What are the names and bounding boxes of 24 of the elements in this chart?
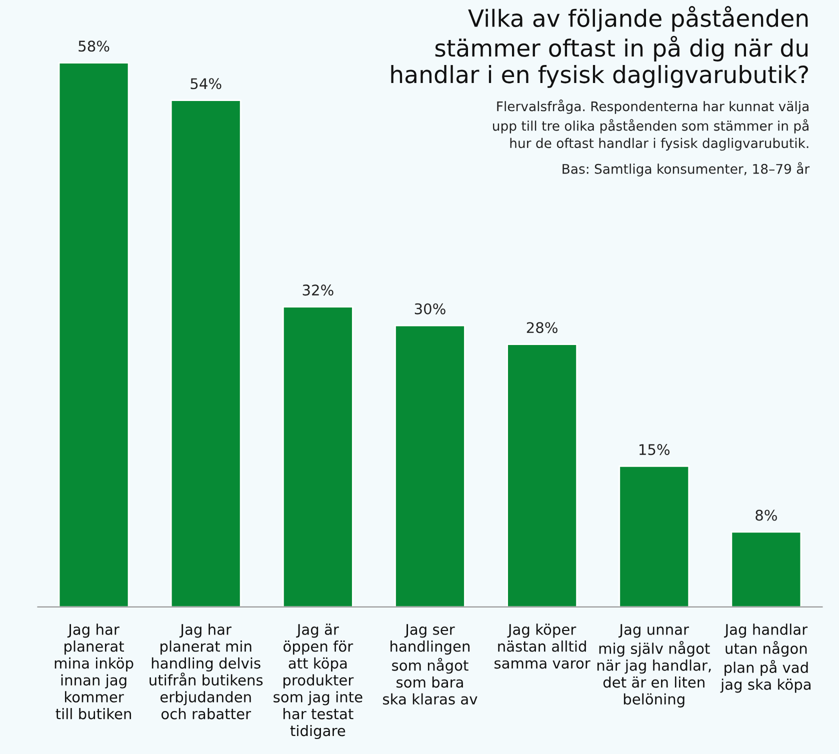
data-label: 32%	[302, 284, 334, 296]
bar	[58, 62, 130, 607]
data-label: 8%	[756, 510, 777, 521]
chart-title: Vilka av följande påståenden stämmer oftast in på dig när du handlar i en fysisk dagligvarubutik?	[391, 6, 808, 88]
bar	[170, 100, 242, 607]
bar	[394, 324, 466, 607]
text: Flervalsfråga. Respondenterna har kunnat välja upp till tre olika påståenden som stämmer in på hur de oftast handlar i fysisk dagligvarubutik.	[493, 100, 808, 151]
bar	[282, 306, 354, 607]
annotation: Bas: Samtliga konsumenter, 18–79 år	[562, 162, 810, 176]
x-tick-label: Jag har planerat mina inköp innan jag kommer till butiken	[54, 624, 134, 720]
data-label: 58%	[78, 40, 110, 52]
x-tick-label: Jag handlar utan någon plan på vad jag ska köpa	[720, 624, 810, 693]
x-tick-label: Jag köper nästan alltid samma varor	[494, 624, 590, 669]
bar	[730, 531, 802, 607]
x-tick-label: Jag är öppen för att köpa produkter som jag inte har testat tidigare	[274, 624, 362, 740]
data-label: 28%	[526, 322, 558, 334]
bar	[506, 344, 578, 607]
x-tick-label: Jag har planerat min handling delvis utifrån butikens erbjudanden och rabatter	[150, 624, 263, 720]
data-label: 54%	[190, 78, 222, 90]
data-label: 15%	[640, 444, 670, 456]
x-tick-label: Jag ser handlingen som något som bara ska klaras av	[383, 624, 478, 705]
data-label: 30%	[414, 303, 446, 314]
x-tick-label: Jag unnar mig själv något när jag handlar, det är en liten belöning	[597, 624, 711, 708]
bar	[618, 466, 690, 607]
